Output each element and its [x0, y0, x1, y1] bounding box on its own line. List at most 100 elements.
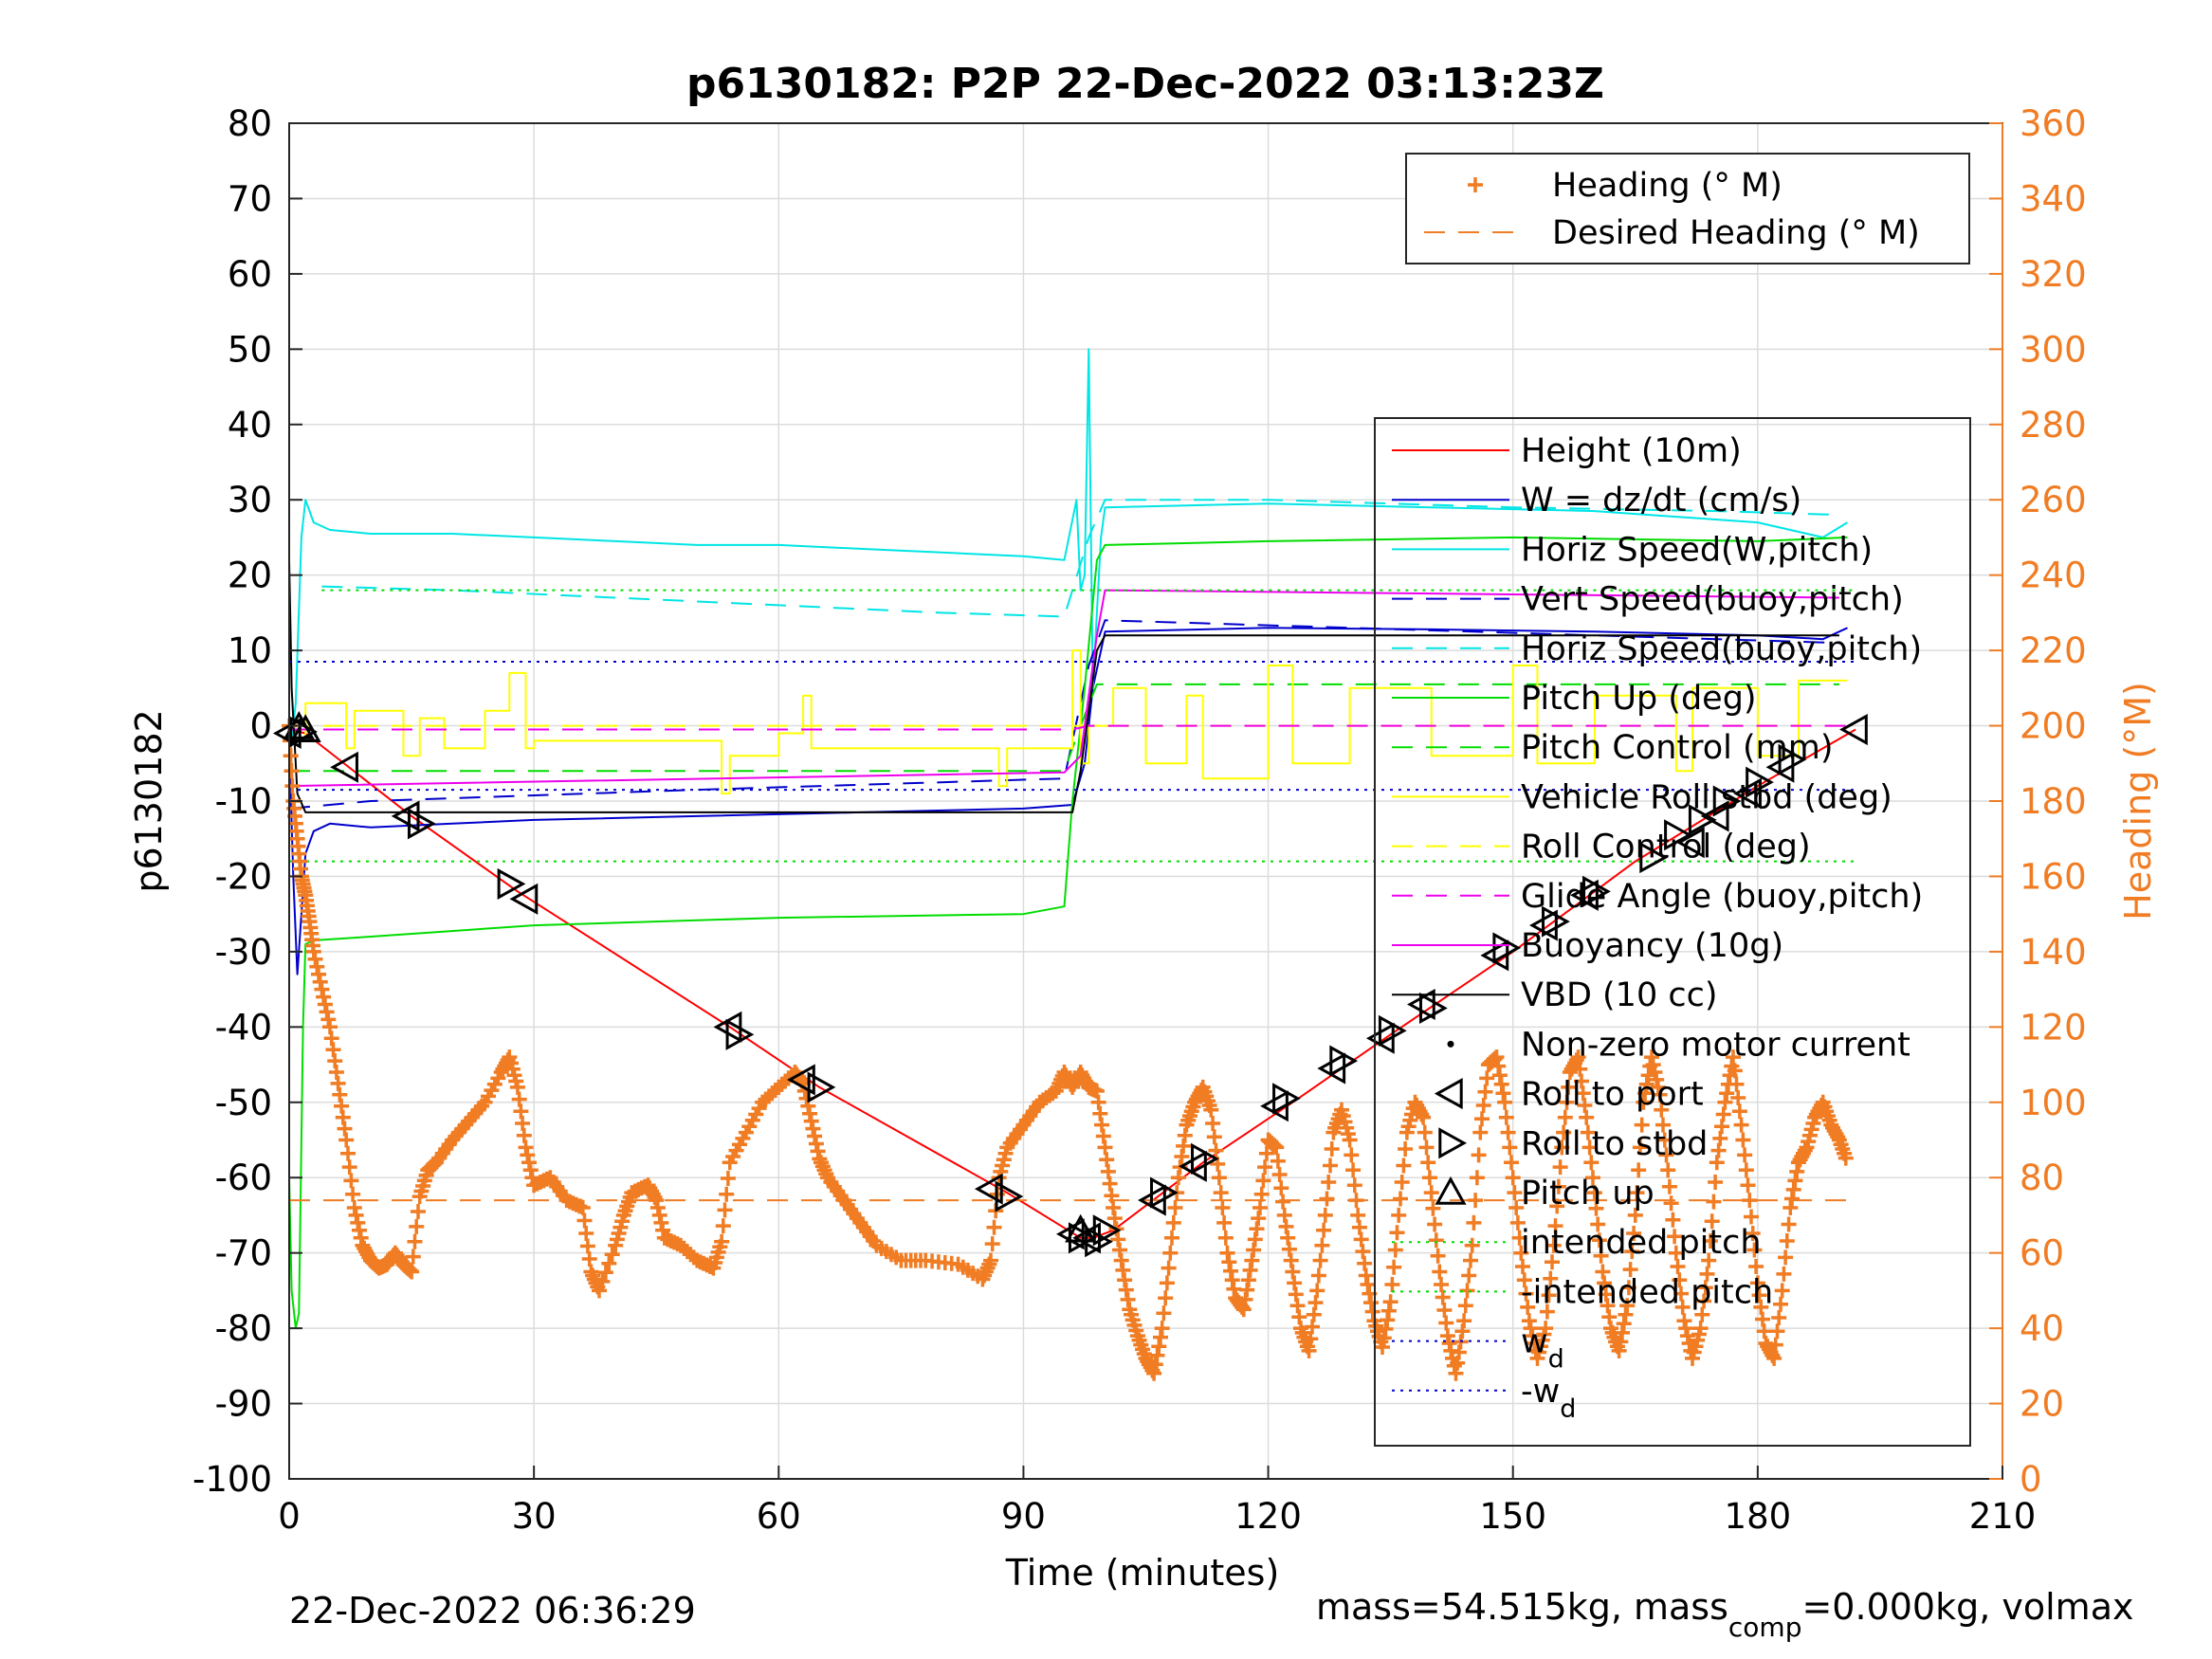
legend-entry-buoyancy-10g-10: Buoyancy (10g) — [1392, 927, 1783, 965]
tick-label-left: 60 — [228, 254, 272, 295]
legend-entry-vehicle-roll-stbd-deg-7: Vehicle Roll stbd (deg) — [1392, 778, 1892, 816]
legend-entry-pitch-up-15: Pitch up — [1435, 1175, 1654, 1212]
legend-label: VBD (10 cc) — [1521, 976, 1718, 1014]
legend-entry-desired-heading-m: Desired Heading (° M) — [1424, 214, 1920, 252]
tick-label-right: 340 — [2020, 178, 2087, 219]
series-vehicle-roll-stbd-deg — [289, 649, 1848, 795]
series-horiz-speed-buoy-pitch — [321, 499, 1839, 618]
legend-label: -intended pitch — [1521, 1273, 1773, 1311]
legend-entry-horiz-speed-w-pitch-2: Horiz Speed(W,pitch) — [1392, 531, 1873, 569]
legend-label: Roll Control (deg) — [1521, 829, 1811, 866]
legend-label: Pitch up — [1521, 1175, 1654, 1212]
marker-roll-stbd — [1492, 932, 1522, 964]
marker-roll-port — [330, 751, 358, 783]
series-glide-angle-buoy-pitch — [289, 724, 1848, 731]
legend-main: Height (10m) W = dz/dt (cm/s) Horiz Speed(… — [1374, 417, 1971, 1447]
chart-title: p6130182: P2P 22-Dec-2022 03:13:23Z — [686, 60, 1604, 108]
marker-roll-port — [272, 717, 302, 750]
marker-roll-stbd — [1712, 785, 1742, 817]
footer-mass-prefix: mass=54.515kg, mass — [1316, 1586, 1728, 1628]
marker-roll-stbd — [1272, 1083, 1301, 1115]
y-axis-label-right: Heading (°M) — [2117, 682, 2159, 921]
marker-roll-stbd — [1329, 1045, 1359, 1077]
tick-label-x: 180 — [1725, 1496, 1792, 1537]
tick-label-right: 180 — [2020, 781, 2087, 822]
tick-label-left: -60 — [215, 1158, 272, 1198]
marker-roll-stbd — [1664, 819, 1692, 851]
marker-roll-port — [1675, 827, 1705, 859]
tick-label-x: 60 — [757, 1496, 801, 1537]
marker-pitch-up — [289, 714, 321, 743]
marker-roll-stbd — [1092, 1214, 1122, 1247]
right-axis-ticks: 3603403203002802602402202001801601401201… — [1989, 103, 2087, 1500]
series-vert-speed-buoy-pitch — [288, 619, 1839, 810]
tick-label-left: 50 — [228, 329, 272, 370]
marker-roll-stbd — [1191, 1142, 1219, 1175]
legend-label: Non-zero motor current — [1521, 1026, 1910, 1064]
legend-label: Glide Angle (buoy,pitch) — [1521, 878, 1923, 916]
legend-entry-intended-pitch-16: intended pitch — [1392, 1224, 1762, 1262]
tick-label-x: 0 — [278, 1496, 301, 1537]
y-axis-label-left: p6130182 — [128, 709, 170, 892]
legend-label: Horiz Speed(W,pitch) — [1521, 531, 1873, 569]
legend-label: Heading (° M) — [1552, 167, 1782, 205]
tick-label-right: 140 — [2020, 932, 2087, 973]
marker-roll-port — [509, 883, 539, 915]
legend-entry-pitch-control-mm-6: Pitch Control (mm) — [1392, 729, 1833, 767]
legend-label: Pitch Up (deg) — [1521, 680, 1757, 718]
tick-label-right: 280 — [2020, 405, 2087, 446]
marker-roll-stbd — [1746, 766, 1774, 798]
legend-entry-vbd-10-cc-11: VBD (10 cc) — [1392, 976, 1718, 1014]
footer-mass-suffix: =0.000kg, volmax — [1801, 1586, 2133, 1628]
footer-timestamp: 22-Dec-2022 06:36:29 — [289, 1590, 696, 1632]
legend-swatch — [1438, 1127, 1468, 1159]
plot-area — [282, 348, 1856, 1381]
legend-main-box — [1374, 417, 1971, 1447]
tick-label-right: 300 — [2020, 329, 2087, 370]
tick-label-left: 70 — [228, 178, 272, 219]
legend-entry-wd-18: wd — [1392, 1323, 1564, 1375]
tick-label-x: 30 — [512, 1496, 557, 1537]
tick-label-right: 260 — [2020, 480, 2087, 520]
marker-pitch-up — [1065, 1213, 1097, 1243]
footer-mass: mass=54.515kg, masscomp=0.000kg, volmax — [1316, 1586, 2133, 1643]
tick-label-left: 10 — [228, 630, 272, 671]
tick-label-right: 120 — [2020, 1007, 2087, 1048]
tick-label-right: 80 — [2020, 1158, 2064, 1198]
tick-label-left: 0 — [249, 706, 272, 747]
legend-label: Buoyancy (10g) — [1521, 927, 1783, 965]
series-pitch-up-deg — [288, 536, 1848, 1330]
legend-label: Roll to stbd — [1521, 1125, 1708, 1163]
marker-roll-stbd — [1688, 804, 1717, 836]
marker-roll-stbd — [1378, 1014, 1407, 1047]
tick-label-right: 60 — [2020, 1233, 2064, 1274]
series-pitch-control-mm — [289, 683, 1839, 773]
tick-label-right: 0 — [2020, 1459, 2042, 1500]
legend-label: Vehicle Roll stbd (deg) — [1521, 778, 1892, 816]
tick-label-right: 220 — [2020, 630, 2087, 671]
tick-label-left: -40 — [215, 1007, 272, 1048]
legend-entry-intended-pitch-17: -intended pitch — [1392, 1273, 1773, 1311]
series-buoyancy-10g — [288, 589, 1839, 788]
legend-label: Vert Speed(buoy,pitch) — [1521, 581, 1904, 619]
x-axis-ticks: 0 30 60 90 120 150 180 210 — [278, 1466, 2036, 1537]
legend-label: wd — [1521, 1323, 1564, 1375]
marker-roll-stbd — [1418, 992, 1448, 1025]
legend-label: W = dz/dt (cm/s) — [1521, 482, 1801, 520]
legend-swatch — [1447, 1040, 1454, 1048]
tick-label-x: 120 — [1234, 1496, 1302, 1537]
legend-entry-roll-control-deg-8: Roll Control (deg) — [1392, 829, 1811, 866]
legend-label: Pitch Control (mm) — [1521, 729, 1833, 767]
legend-label: Roll to port — [1521, 1076, 1704, 1114]
marker-roll-stbd — [497, 867, 526, 900]
legend-label: -wd — [1521, 1373, 1576, 1424]
tick-label-left: -10 — [215, 781, 272, 822]
tick-label-x: 150 — [1479, 1496, 1546, 1537]
legend-entry-heading-m: Heading (° M) — [1468, 167, 1782, 205]
tick-label-right: 100 — [2020, 1083, 2087, 1123]
tick-label-left: -90 — [215, 1384, 272, 1425]
legend-label: Desired Heading (° M) — [1552, 214, 1920, 252]
tick-label-right: 320 — [2020, 254, 2087, 295]
legend-entry-roll-to-stbd-14: Roll to stbd — [1438, 1125, 1708, 1163]
